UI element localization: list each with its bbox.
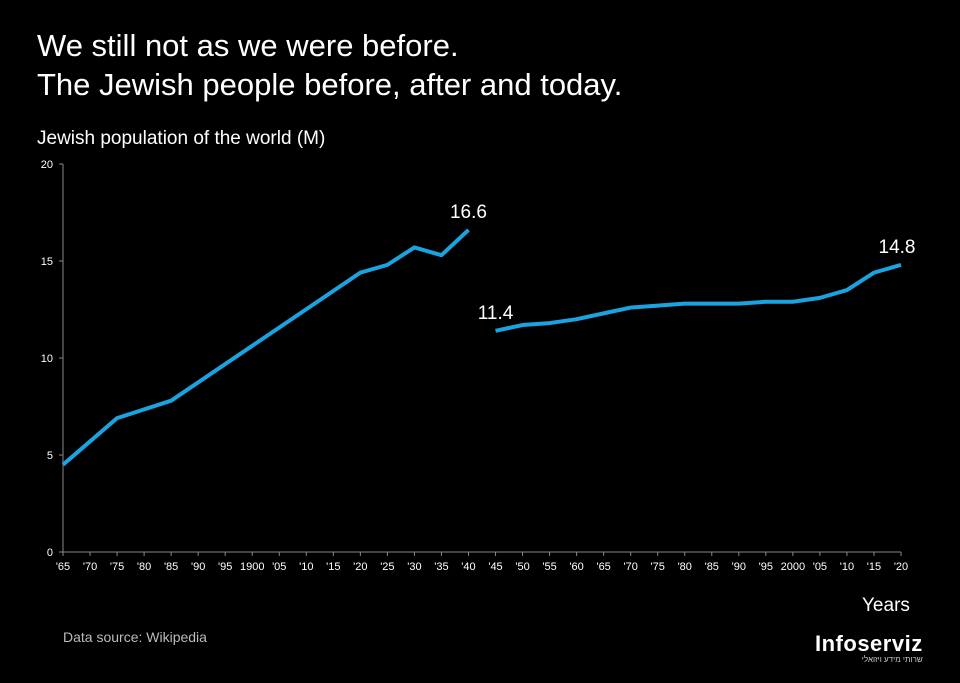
x-tick-label: '25 bbox=[380, 561, 394, 573]
logo-name: Infoserviz bbox=[815, 631, 923, 656]
logo-subtitle: שרותי מידע ויזואלי bbox=[861, 655, 923, 664]
x-tick-label: '65 bbox=[56, 561, 70, 573]
x-tick-label: '35 bbox=[434, 561, 448, 573]
x-tick-label: '10 bbox=[299, 561, 313, 573]
y-axis-label: Jewish population of the world (M) bbox=[37, 128, 326, 149]
y-tick-label: 0 bbox=[47, 547, 53, 559]
x-tick-label: '50 bbox=[515, 561, 529, 573]
x-tick-label: '70 bbox=[83, 561, 97, 573]
data-label: 16.6 bbox=[450, 202, 487, 223]
x-tick-label: '80 bbox=[137, 561, 151, 573]
data-label: 14.8 bbox=[879, 237, 916, 258]
x-tick-label: '20 bbox=[894, 561, 908, 573]
x-tick-label: '90 bbox=[191, 561, 205, 573]
x-tick-label: '55 bbox=[542, 561, 556, 573]
x-tick-label: '75 bbox=[651, 561, 665, 573]
series-line-before bbox=[61, 228, 470, 467]
x-tick-label: '75 bbox=[110, 561, 124, 573]
x-tick-label: '15 bbox=[867, 561, 881, 573]
y-tick-label: 20 bbox=[41, 159, 53, 171]
x-tick-label: '05 bbox=[272, 561, 286, 573]
data-source: Data source: Wikipedia bbox=[63, 629, 207, 645]
title-line-2: The Jewish people before, after and toda… bbox=[37, 67, 623, 102]
x-tick-label: '30 bbox=[407, 561, 421, 573]
data-label: 11.4 bbox=[478, 303, 514, 324]
x-tick-label: 1900 bbox=[240, 561, 264, 573]
x-tick-label: '70 bbox=[624, 561, 638, 573]
title-line-1: We still not as we were before. bbox=[37, 28, 459, 63]
x-tick-label: '85 bbox=[164, 561, 178, 573]
y-tick-label: 10 bbox=[41, 353, 53, 365]
x-tick-label: '15 bbox=[326, 561, 340, 573]
x-tick-label: '95 bbox=[218, 561, 232, 573]
x-tick-label: '05 bbox=[813, 561, 827, 573]
y-tick-label: 15 bbox=[41, 256, 53, 268]
chart-title: We still not as we were before. The Jewi… bbox=[37, 26, 622, 104]
x-axis-label: Years bbox=[862, 595, 910, 616]
x-tick-label: '20 bbox=[353, 561, 367, 573]
series-line-after bbox=[495, 262, 902, 333]
x-tick-label: '40 bbox=[461, 561, 475, 573]
x-tick-label: '90 bbox=[732, 561, 746, 573]
x-tick-label: '10 bbox=[840, 561, 854, 573]
x-tick-label: '80 bbox=[678, 561, 692, 573]
x-tick-label: '85 bbox=[705, 561, 719, 573]
x-tick-label: '65 bbox=[596, 561, 610, 573]
x-tick-label: '95 bbox=[759, 561, 773, 573]
x-tick-label: '45 bbox=[488, 561, 502, 573]
infoserviz-logo: Infoserviz שרותי מידע ויזואלי bbox=[815, 631, 923, 664]
y-tick-label: 5 bbox=[47, 450, 53, 462]
x-tick-label: '60 bbox=[569, 561, 583, 573]
x-tick-label: 2000 bbox=[781, 561, 805, 573]
